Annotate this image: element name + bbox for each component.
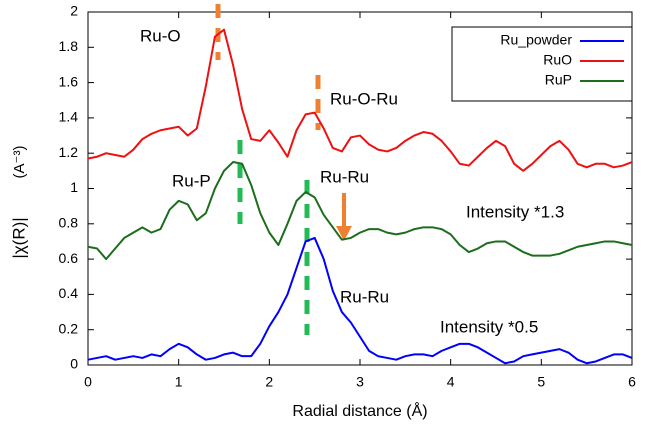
x-tick-label: 3: [356, 374, 364, 390]
annotation: Ru-Ru: [320, 167, 369, 186]
series-line: [87, 236, 633, 365]
y-tick-label: 0.6: [59, 250, 79, 266]
y-tick-label: 2: [70, 3, 78, 19]
y-tick-label: 1.8: [59, 38, 79, 54]
annotation: Ru-Ru: [340, 287, 389, 306]
x-tick-label: 6: [628, 374, 636, 390]
legend-box: [451, 26, 633, 102]
y-tick-label: 0.8: [59, 215, 79, 231]
x-axis-label: Radial distance (Å): [292, 401, 427, 420]
arrow-head: [336, 226, 352, 241]
annotation-marks: [215, 4, 352, 335]
legend-label: Ru_powder: [500, 32, 572, 48]
y-tick-label: 1.6: [59, 73, 79, 89]
y-tick-label: 1.2: [59, 144, 79, 160]
x-tick-label: 1: [175, 374, 183, 390]
x-tick-label: 4: [447, 374, 455, 390]
y-tick-label: 1.4: [59, 109, 79, 125]
y-tick-label: 0.2: [59, 320, 79, 336]
series-line: [87, 161, 633, 261]
y-tick-label: 1: [70, 179, 78, 195]
y-axis-label: |χ(R)|: [9, 217, 28, 258]
x-tick-label: 0: [84, 374, 92, 390]
annotation: Ru-P: [172, 171, 211, 190]
legend-label: RuP: [545, 72, 572, 88]
y-tick-label: 0: [70, 356, 78, 372]
x-tick-label: 2: [265, 374, 273, 390]
legend: Ru_powder RuO RuP: [451, 26, 633, 102]
annotation: Intensity *1.3: [466, 202, 564, 221]
series-line: [87, 28, 633, 172]
legend-label: RuO: [543, 52, 572, 68]
y-axis-unit: (A⁻³): [11, 146, 28, 179]
y-tick-label: 0.4: [59, 285, 79, 301]
annotation: Ru-O: [140, 26, 181, 45]
x-tick-label: 5: [537, 374, 545, 390]
annotation: Intensity *0.5: [440, 317, 538, 336]
annotation: Ru-O-Ru: [330, 89, 398, 108]
